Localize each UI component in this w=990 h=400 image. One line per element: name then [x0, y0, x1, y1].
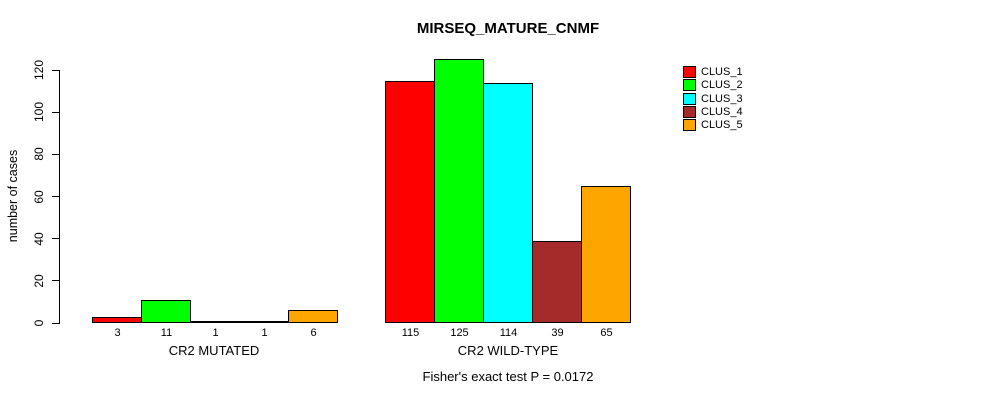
y-tick [52, 238, 59, 240]
legend-swatch-clus_3 [683, 92, 696, 105]
bar-value-label: 3 [114, 327, 121, 339]
bar-value-label: 6 [310, 327, 317, 339]
bar-clus_3 [190, 321, 240, 323]
bar-value-label: 114 [499, 327, 518, 339]
y-tick [52, 69, 59, 71]
y-tick [52, 153, 59, 155]
bar-clus_1 [92, 317, 142, 323]
bar-clus_3 [483, 83, 533, 323]
y-tick-label: 100 [32, 102, 46, 123]
y-axis [59, 70, 60, 324]
bar-clus_1 [385, 81, 435, 323]
y-tick-label: 20 [32, 274, 46, 288]
bar-value-label: 1 [261, 327, 268, 339]
bar-clus_2 [434, 59, 484, 323]
bar-clus_4 [239, 321, 289, 323]
bar-clus_4 [532, 241, 582, 323]
y-tick-label: 80 [32, 147, 46, 162]
y-tick [52, 111, 59, 113]
chart-title: MIRSEQ_MATURE_CNMF [416, 20, 600, 37]
bar-clus_5 [581, 186, 631, 323]
legend-label-clus_3: CLUS_3 [701, 92, 743, 105]
y-tick [52, 196, 59, 197]
footer-caption: Fisher's exact test P = 0.0172 [422, 369, 594, 384]
legend-label-clus_5: CLUS_5 [701, 119, 743, 132]
legend-label-clus_4: CLUS_4 [701, 105, 743, 118]
legend-swatch-clus_5 [683, 119, 696, 132]
bar-value-label: 65 [600, 327, 613, 339]
y-tick-label: 60 [32, 189, 46, 204]
y-tick [52, 322, 59, 324]
y-tick-label: 0 [32, 319, 46, 327]
legend-swatch-clus_1 [683, 66, 696, 78]
x-category-label-mutated: CR2 MUTATED [168, 343, 260, 358]
legend-label-clus_1: CLUS_1 [701, 66, 743, 78]
y-axis-label: number of cases [6, 149, 20, 243]
bar-value-label: 125 [450, 327, 469, 339]
legend-swatch-clus_2 [683, 79, 696, 92]
x-category-label-wildtype: CR2 WILD-TYPE [457, 343, 559, 358]
y-tick-label: 40 [32, 231, 46, 246]
legend-label-clus_2: CLUS_2 [701, 79, 743, 92]
bar-clus_5 [288, 310, 338, 323]
y-tick-label: 120 [32, 59, 46, 81]
bar-value-label: 39 [551, 327, 564, 339]
bar-value-label: 1 [212, 327, 219, 339]
bar-clus_2 [141, 300, 191, 323]
y-tick [52, 280, 59, 282]
bar-value-label: 115 [401, 327, 420, 339]
bar-value-label: 11 [160, 327, 173, 339]
legend-swatch-clus_4 [683, 105, 696, 118]
